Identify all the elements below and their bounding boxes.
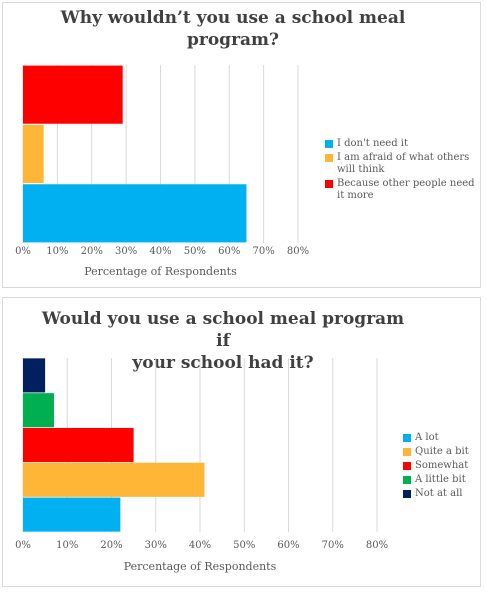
legend-label: I am afraid of what others will think [337, 152, 470, 175]
chart-plot: 0% 10% 20% 30% 40% 50% 60% 70% 80% Percentage of … [15, 358, 388, 573]
chart-title: Would you use a school meal program if y… [41, 309, 405, 373]
legend-swatch [325, 180, 333, 188]
bar [23, 462, 205, 497]
legend-swatch [403, 448, 411, 456]
x-tick-label: 0% [15, 246, 31, 257]
x-tick-label: 30% [115, 246, 137, 257]
x-tick-label: 50% [233, 540, 255, 551]
legend-label: Quite a bit [415, 446, 469, 457]
x-tick-label: 30% [145, 540, 167, 551]
legend: I don't need it I am afraid of what other… [325, 138, 475, 204]
chart-panel-2: Would you use a school meal program if y… [2, 297, 481, 587]
bar [23, 65, 123, 124]
x-tick-label: 40% [149, 246, 171, 257]
x-tick-label: 60% [277, 540, 299, 551]
x-tick-label: 70% [253, 246, 275, 257]
legend-label: A little bit [415, 474, 466, 485]
legend-item: A lot [403, 432, 478, 444]
legend-swatch [403, 462, 411, 470]
x-axis-title: Percentage of Respondents [124, 560, 277, 573]
chart-panel-1: Why wouldn’t you use a school meal progr… [2, 2, 481, 288]
chart-plot: 0% 10% 20% 30% 40% 50% 60% 70% 80% Percentage of … [15, 65, 309, 278]
legend-swatch [403, 490, 411, 498]
x-tick-label: 60% [218, 246, 240, 257]
x-tick-label: 40% [189, 540, 211, 551]
x-tick-label: 50% [184, 246, 206, 257]
legend-item: A little bit [403, 474, 478, 486]
legend-label: A lot [415, 432, 439, 443]
bar [23, 427, 134, 463]
legend-label: Because other people need it more [337, 178, 475, 201]
legend-item: Quite a bit [403, 446, 478, 458]
x-tick-label: 20% [100, 540, 122, 551]
legend-item: I am afraid of what others will think [325, 152, 475, 176]
x-tick-label: 70% [322, 540, 344, 551]
bar [23, 497, 121, 532]
x-tick-label: 80% [366, 540, 388, 551]
legend-swatch [325, 154, 333, 162]
x-tick-label: 80% [287, 246, 309, 257]
bar [23, 393, 54, 428]
x-axis-title: Percentage of Respondents [84, 265, 237, 278]
legend-item: I don't need it [325, 138, 475, 150]
legend-swatch [325, 140, 333, 148]
bar [23, 184, 247, 243]
chart-title: Why wouldn’t you use a school meal progr… [60, 8, 406, 50]
legend-item: Not at all [403, 488, 478, 500]
legend: A lot Quite a bit Somewhat A little bit Not … [403, 432, 478, 502]
bar [23, 358, 46, 393]
legend-label: I don't need it [337, 138, 409, 149]
legend-item: Somewhat [403, 460, 478, 472]
legend-swatch [403, 476, 411, 484]
x-tick-label: 10% [46, 246, 68, 257]
x-tick-label: 10% [56, 540, 78, 551]
x-tick-label: 0% [15, 540, 31, 551]
x-tick-label: 20% [81, 246, 103, 257]
legend-label: Not at all [415, 488, 463, 499]
legend-label: Somewhat [415, 460, 469, 471]
legend-item: Because other people need it more [325, 178, 475, 202]
legend-swatch [403, 434, 411, 442]
bar [23, 124, 44, 184]
